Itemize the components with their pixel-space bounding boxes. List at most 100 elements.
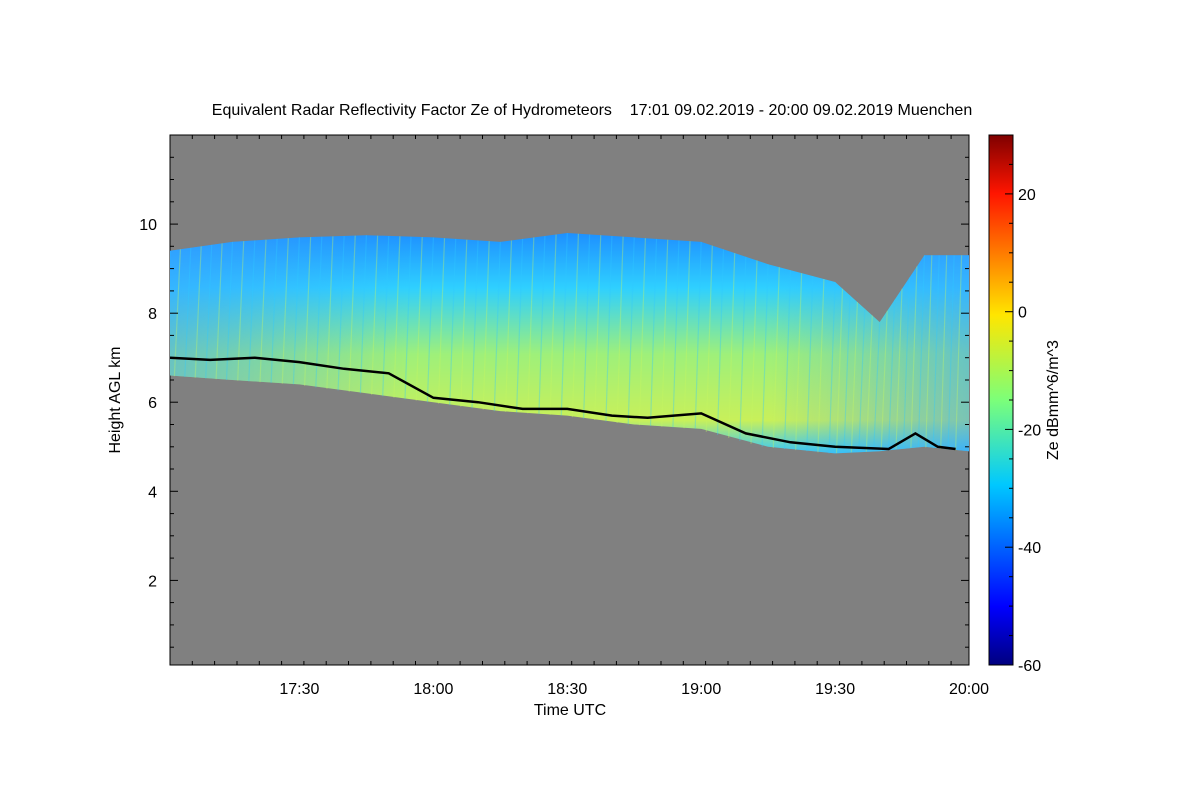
echo-streak <box>895 288 903 450</box>
echo-streak <box>215 243 223 380</box>
echo-streak <box>616 236 624 424</box>
echo-streak <box>404 236 412 400</box>
echo-streak <box>549 234 557 415</box>
echo-streak <box>649 238 658 427</box>
chart-title: Equivalent Radar Reflectivity Factor Ze … <box>212 102 972 119</box>
echo-streak <box>705 245 713 432</box>
echo-streak <box>449 238 457 406</box>
echo-streak <box>940 255 948 450</box>
echo-region-edge-shade <box>170 233 969 454</box>
echo-streak <box>594 235 602 421</box>
echo-streak <box>694 241 702 429</box>
echo-streak <box>739 256 747 441</box>
echo-layer <box>170 232 969 454</box>
echo-streak <box>672 240 680 428</box>
echo-streak <box>772 267 780 448</box>
echo-streak <box>761 264 769 447</box>
echo-streak <box>527 237 535 414</box>
echo-streak <box>348 235 356 392</box>
echo-streak <box>843 295 851 453</box>
echo-streak <box>728 252 736 438</box>
echo-streak <box>184 247 192 378</box>
echo-streak <box>605 235 613 422</box>
echo-streak <box>304 237 312 386</box>
echo-streak <box>170 250 171 264</box>
echo-streak <box>471 240 479 409</box>
colorbar-label: Ze dBmm^6/m^3 <box>1045 340 1062 460</box>
echo-streak <box>571 233 579 418</box>
echo-streak <box>910 266 918 448</box>
echo-streak <box>873 322 881 452</box>
echo-streak <box>504 240 513 412</box>
y-tick-label: 2 <box>148 573 157 590</box>
echo-streak <box>627 237 635 425</box>
x-tick-label: 18:30 <box>547 681 587 698</box>
echo-streak <box>359 235 367 394</box>
echo-streak <box>638 238 646 426</box>
echo-streak <box>806 275 814 452</box>
echo-streak <box>880 310 888 451</box>
y-tick-label: 4 <box>148 484 157 501</box>
colorbar-tick-label: 20 <box>1018 187 1036 204</box>
echo-streak <box>326 236 334 389</box>
x-tick-label: 17:30 <box>279 681 319 698</box>
echo-streak <box>560 232 568 416</box>
colorbar-tick-label: -40 <box>1018 540 1041 557</box>
echo-streak <box>194 246 202 378</box>
echo-streak <box>955 255 963 451</box>
melting-layer-line <box>170 356 956 451</box>
melting-layer-trace <box>170 356 956 451</box>
echo-streak <box>583 234 591 419</box>
echo-streak <box>716 249 725 435</box>
x-tick-label: 19:30 <box>815 681 855 698</box>
echo-streak <box>817 278 825 453</box>
echo-streak <box>371 235 379 395</box>
x-tick-label: 19:00 <box>681 681 721 698</box>
y-tick-label: 6 <box>148 395 157 412</box>
echo-streak <box>932 255 940 449</box>
echo-streak <box>917 255 925 447</box>
echo-streak <box>947 255 955 450</box>
echo-streak <box>393 236 401 398</box>
echo-streak <box>850 301 858 453</box>
x-axis-label: Time UTC <box>534 702 606 719</box>
echo-streak <box>337 235 345 391</box>
echo-streak <box>415 237 423 401</box>
echo-streak <box>661 239 669 427</box>
echo-streak <box>902 277 911 449</box>
echo-streak <box>835 288 844 454</box>
x-axis: 17:30 18:00 18:30 19:00 19:30 20:00 <box>169 135 989 698</box>
echo-streak <box>493 241 501 412</box>
echo-streak <box>292 237 300 385</box>
echo-streak <box>888 299 896 450</box>
x-tick-label: 20:00 <box>949 681 989 698</box>
echo-streak <box>205 244 213 379</box>
echo-streak <box>426 237 434 403</box>
y-axis-label: Height AGL km <box>107 346 124 453</box>
x-tick-label: 18:00 <box>413 681 453 698</box>
echo-streak <box>858 308 866 453</box>
colorbar-tick-label: -20 <box>1018 422 1041 439</box>
echo-streak <box>538 235 546 415</box>
echo-streak <box>437 238 446 404</box>
echo-streak <box>783 270 792 450</box>
echo-streak <box>925 255 933 448</box>
echo-streak <box>460 239 468 407</box>
echo-streak <box>482 241 490 410</box>
echo-streak <box>683 241 691 429</box>
echo-streak <box>382 235 390 397</box>
colorbar-tick-label: -60 <box>1018 658 1041 675</box>
echo-streak <box>225 241 234 381</box>
echo-streak <box>795 273 803 451</box>
y-tick-label: 10 <box>139 217 157 234</box>
echo-streak <box>516 238 524 413</box>
echo-streak <box>750 260 758 444</box>
y-tick-label: 8 <box>148 306 157 323</box>
echo-streak <box>865 315 873 452</box>
colorbar-tick-label: 0 <box>1018 305 1027 322</box>
colorbar-ticks: -60 -40 -20 0 20 <box>1005 134 1041 675</box>
echo-streak <box>315 236 323 388</box>
y-axis: 2 4 6 8 10 <box>139 156 969 648</box>
echo-streak <box>828 281 836 454</box>
